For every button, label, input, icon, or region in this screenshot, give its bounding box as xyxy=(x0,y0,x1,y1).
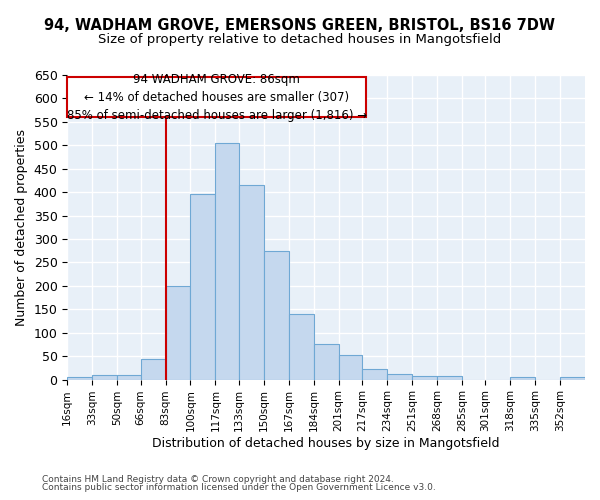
Bar xyxy=(289,314,314,380)
X-axis label: Distribution of detached houses by size in Mangotsfield: Distribution of detached houses by size … xyxy=(152,437,500,450)
Bar xyxy=(140,358,166,380)
Bar xyxy=(117,375,140,380)
Bar xyxy=(166,286,190,380)
Text: Contains public sector information licensed under the Open Government Licence v3: Contains public sector information licen… xyxy=(42,484,436,492)
Y-axis label: Number of detached properties: Number of detached properties xyxy=(15,129,28,326)
Bar xyxy=(239,185,264,380)
Bar xyxy=(387,374,412,380)
Text: 94 WADHAM GROVE: 86sqm
← 14% of detached houses are smaller (307)
85% of semi-de: 94 WADHAM GROVE: 86sqm ← 14% of detached… xyxy=(67,73,367,122)
Bar xyxy=(412,376,437,380)
Text: Size of property relative to detached houses in Mangotsfield: Size of property relative to detached ho… xyxy=(98,32,502,46)
Bar xyxy=(338,355,362,380)
Bar xyxy=(92,375,117,380)
Bar xyxy=(215,143,239,380)
Bar xyxy=(67,78,367,117)
Bar xyxy=(362,370,387,380)
Bar xyxy=(314,344,338,380)
Bar xyxy=(510,377,535,380)
Bar xyxy=(437,376,462,380)
Text: Contains HM Land Registry data © Crown copyright and database right 2024.: Contains HM Land Registry data © Crown c… xyxy=(42,475,394,484)
Bar xyxy=(67,378,92,380)
Bar xyxy=(264,250,289,380)
Text: 94, WADHAM GROVE, EMERSONS GREEN, BRISTOL, BS16 7DW: 94, WADHAM GROVE, EMERSONS GREEN, BRISTO… xyxy=(44,18,556,32)
Bar xyxy=(560,378,585,380)
Bar xyxy=(190,194,215,380)
